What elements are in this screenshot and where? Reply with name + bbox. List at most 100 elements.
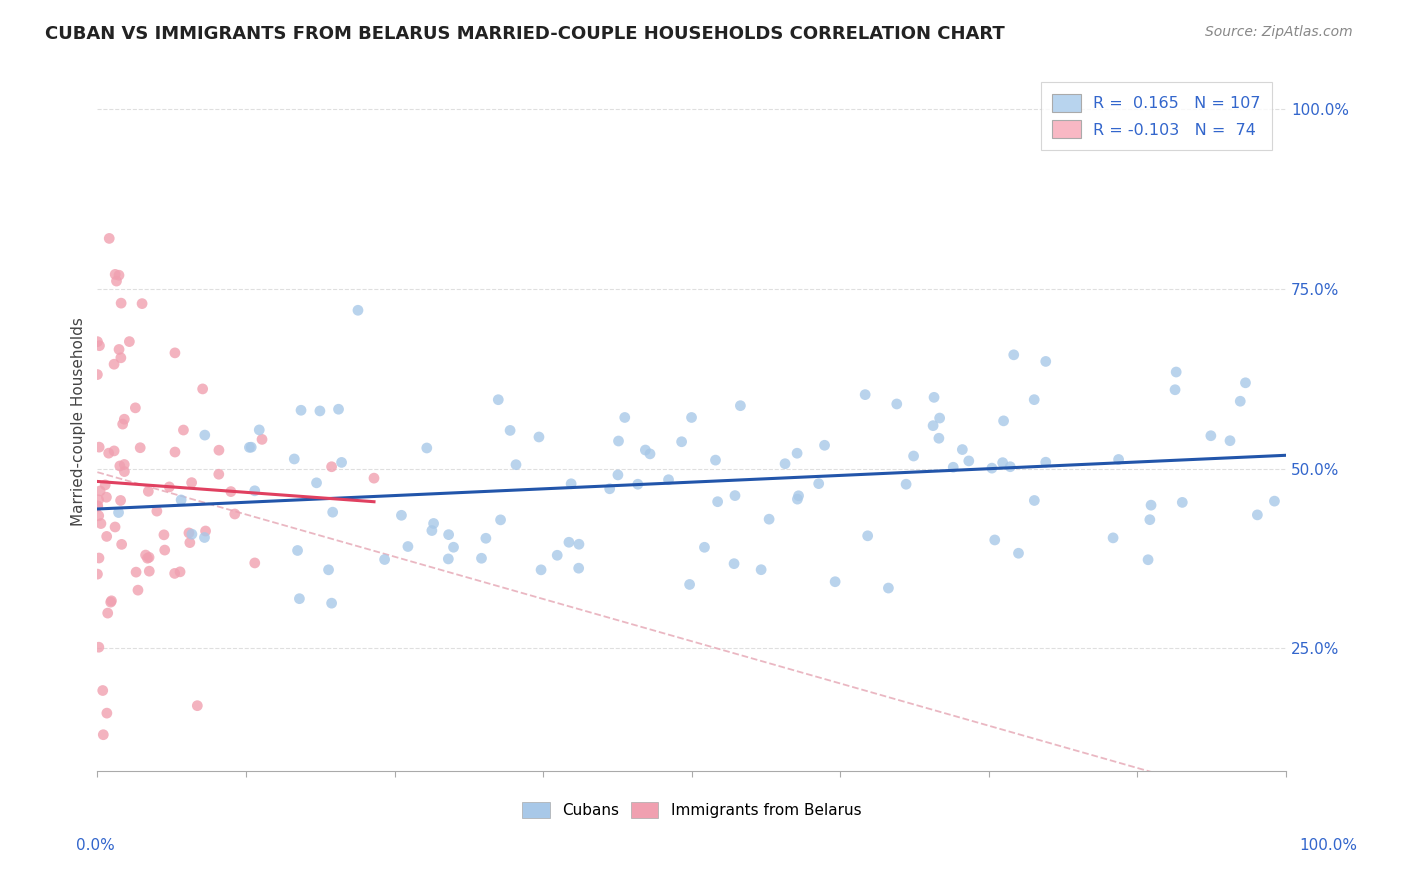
Point — [243, 556, 266, 570]
Point — [704, 453, 727, 467]
Point — [942, 460, 965, 475]
Point — [96, 490, 118, 504]
Point — [112, 465, 135, 479]
Point — [87, 492, 110, 507]
Point — [127, 583, 149, 598]
Point — [112, 412, 135, 426]
Point — [112, 458, 135, 472]
Point — [87, 508, 110, 523]
Point — [97, 446, 120, 460]
Point — [96, 706, 118, 720]
Point — [1024, 392, 1046, 407]
Point — [396, 540, 419, 554]
Point — [153, 543, 176, 558]
Point — [1035, 354, 1057, 368]
Point — [100, 594, 122, 608]
Point — [104, 268, 127, 282]
Point — [1229, 394, 1251, 409]
Point — [288, 591, 311, 606]
Point — [135, 548, 157, 562]
Point — [208, 467, 231, 482]
Point — [693, 541, 716, 555]
Point — [124, 401, 146, 415]
Point — [527, 430, 550, 444]
Point — [153, 528, 176, 542]
Point — [243, 483, 266, 498]
Point — [138, 564, 160, 578]
Point — [877, 581, 900, 595]
Point — [1007, 546, 1029, 560]
Point — [136, 551, 159, 566]
Point — [1102, 531, 1125, 545]
Point — [89, 483, 111, 498]
Point — [208, 443, 231, 458]
Point — [238, 441, 260, 455]
Point — [1263, 494, 1285, 508]
Text: Source: ZipAtlas.com: Source: ZipAtlas.com — [1205, 25, 1353, 39]
Point — [287, 543, 309, 558]
Point — [94, 478, 117, 492]
Point — [170, 492, 193, 507]
Point — [470, 551, 492, 566]
Point — [568, 561, 591, 575]
Point — [89, 440, 111, 454]
Point — [980, 461, 1002, 475]
Point — [347, 303, 370, 318]
Point — [240, 440, 263, 454]
Point — [103, 444, 125, 458]
Point — [627, 477, 650, 491]
Point — [172, 423, 194, 437]
Point — [1234, 376, 1257, 390]
Point — [634, 443, 657, 458]
Point — [321, 596, 343, 610]
Point — [1139, 513, 1161, 527]
Text: 100.0%: 100.0% — [1299, 838, 1358, 853]
Point — [169, 565, 191, 579]
Point — [86, 567, 108, 582]
Point — [437, 552, 460, 566]
Point — [984, 533, 1007, 547]
Point — [437, 527, 460, 541]
Point — [599, 482, 621, 496]
Point — [1246, 508, 1268, 522]
Point — [328, 402, 350, 417]
Point — [97, 606, 120, 620]
Point — [179, 535, 201, 549]
Point — [374, 552, 396, 566]
Point — [856, 529, 879, 543]
Point — [157, 480, 180, 494]
Point — [125, 565, 148, 579]
Point — [247, 423, 270, 437]
Point — [163, 445, 186, 459]
Point — [321, 459, 343, 474]
Point — [219, 484, 242, 499]
Point — [193, 531, 215, 545]
Point — [138, 484, 160, 499]
Point — [110, 351, 132, 365]
Point — [108, 268, 131, 283]
Point — [489, 513, 512, 527]
Point — [560, 476, 582, 491]
Point — [928, 411, 950, 425]
Point — [773, 457, 796, 471]
Point — [824, 574, 846, 589]
Point — [530, 563, 553, 577]
Point — [1002, 348, 1025, 362]
Point — [1164, 383, 1187, 397]
Point — [89, 339, 111, 353]
Point — [613, 410, 636, 425]
Point — [1171, 495, 1194, 509]
Point — [749, 563, 772, 577]
Point — [1140, 498, 1163, 512]
Point — [104, 520, 127, 534]
Point — [950, 442, 973, 457]
Point — [87, 551, 110, 566]
Point — [1024, 493, 1046, 508]
Point — [894, 477, 917, 491]
Point — [322, 505, 344, 519]
Point — [1219, 434, 1241, 448]
Point — [730, 399, 752, 413]
Text: 0.0%: 0.0% — [76, 838, 115, 853]
Point — [110, 493, 132, 508]
Point — [86, 499, 108, 513]
